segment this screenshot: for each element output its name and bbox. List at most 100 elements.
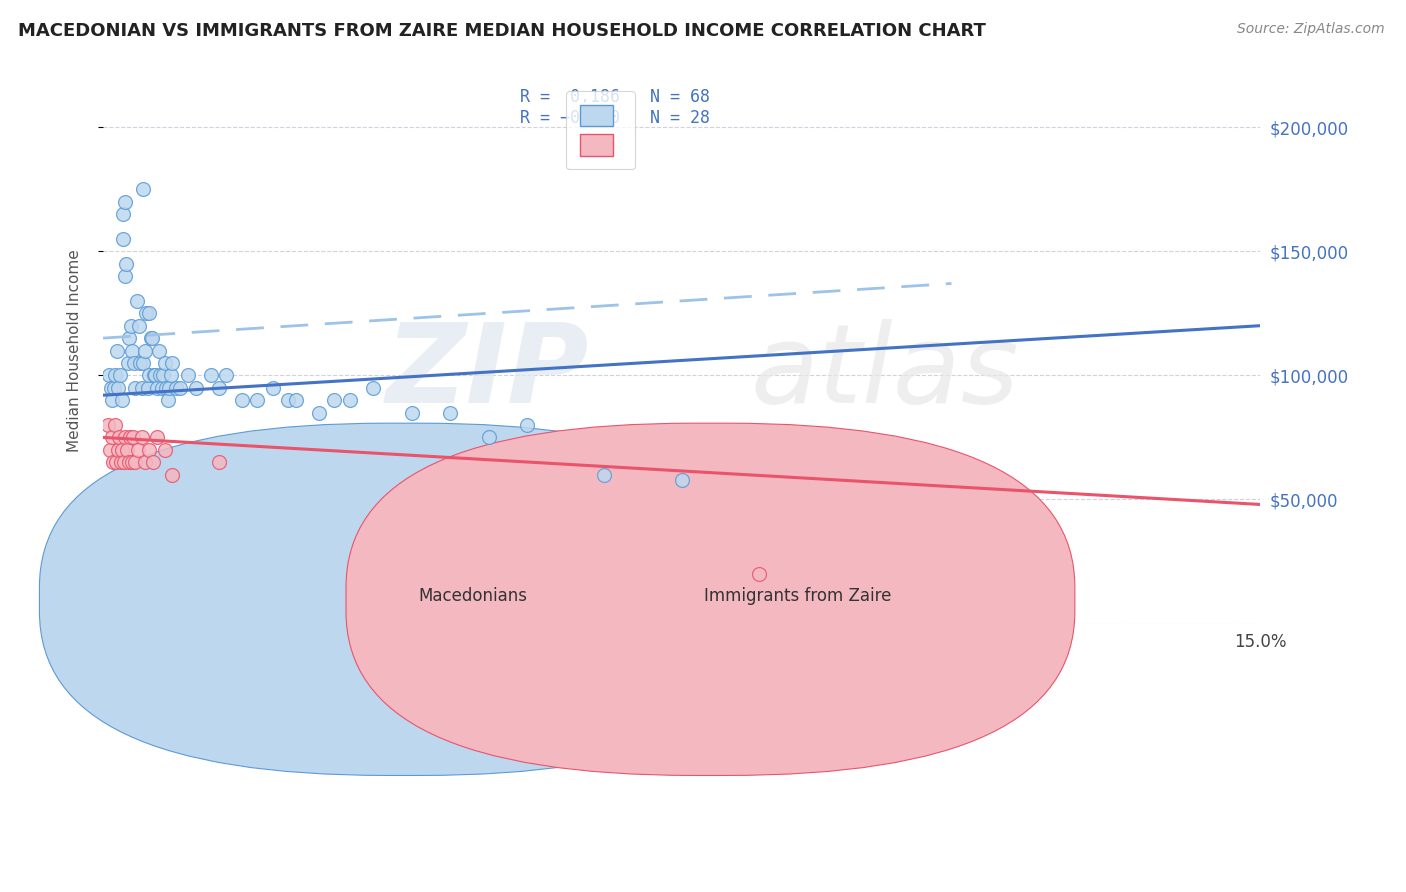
Point xyxy=(138,368,160,383)
Point xyxy=(277,393,299,408)
Point xyxy=(131,381,153,395)
Text: Immigrants from Zaire: Immigrants from Zaire xyxy=(703,587,891,606)
Point xyxy=(152,368,174,383)
Point xyxy=(246,393,269,408)
Point xyxy=(142,368,165,383)
Point xyxy=(128,318,150,333)
Point xyxy=(124,455,146,469)
Point xyxy=(117,356,139,370)
Point xyxy=(108,368,131,383)
Point xyxy=(169,381,191,395)
Point xyxy=(139,331,162,345)
Point xyxy=(145,368,167,383)
Point xyxy=(120,318,142,333)
Point xyxy=(132,182,155,196)
Point xyxy=(97,417,120,432)
Text: Macedonians: Macedonians xyxy=(419,587,527,606)
Point xyxy=(153,356,176,370)
Point xyxy=(138,442,160,457)
Point xyxy=(323,393,346,408)
Point xyxy=(148,343,170,358)
Point xyxy=(108,430,131,444)
FancyBboxPatch shape xyxy=(39,423,768,775)
Point xyxy=(121,455,143,469)
Point xyxy=(231,393,253,408)
Point xyxy=(107,442,129,457)
Point xyxy=(107,381,129,395)
Point xyxy=(134,343,156,358)
Point xyxy=(401,406,423,420)
Point xyxy=(138,306,160,320)
Point xyxy=(671,473,693,487)
Point xyxy=(262,381,284,395)
Point xyxy=(118,331,141,345)
Point xyxy=(136,381,159,395)
Point xyxy=(208,381,231,395)
Point xyxy=(104,417,127,432)
Point xyxy=(142,455,165,469)
Text: Source: ZipAtlas.com: Source: ZipAtlas.com xyxy=(1237,22,1385,37)
Text: atlas: atlas xyxy=(751,318,1019,425)
Text: MACEDONIAN VS IMMIGRANTS FROM ZAIRE MEDIAN HOUSEHOLD INCOME CORRELATION CHART: MACEDONIAN VS IMMIGRANTS FROM ZAIRE MEDI… xyxy=(18,22,986,40)
Point xyxy=(146,430,169,444)
Point xyxy=(122,430,145,444)
Point xyxy=(124,381,146,395)
Point xyxy=(115,257,138,271)
Point xyxy=(122,356,145,370)
Point xyxy=(98,368,121,383)
FancyBboxPatch shape xyxy=(346,423,1074,775)
Point xyxy=(162,467,184,482)
Point xyxy=(177,368,200,383)
Point xyxy=(156,393,179,408)
Point xyxy=(110,455,132,469)
Point xyxy=(112,232,135,246)
Point xyxy=(516,417,538,432)
Point xyxy=(101,393,124,408)
Point xyxy=(127,442,149,457)
Point xyxy=(146,381,169,395)
Point xyxy=(208,455,231,469)
Point xyxy=(150,381,173,395)
Point xyxy=(478,430,501,444)
Point xyxy=(149,368,172,383)
Point xyxy=(141,331,163,345)
Point xyxy=(104,368,127,383)
Point xyxy=(162,356,184,370)
Point xyxy=(135,306,157,320)
Point xyxy=(114,430,136,444)
Point xyxy=(112,207,135,221)
Point xyxy=(117,455,139,469)
Point xyxy=(129,356,152,370)
Point xyxy=(105,343,128,358)
Point xyxy=(155,381,177,395)
Point xyxy=(593,467,616,482)
Point xyxy=(115,442,138,457)
Point xyxy=(200,368,222,383)
Point xyxy=(100,430,122,444)
Point xyxy=(134,455,156,469)
Point xyxy=(111,442,134,457)
Point xyxy=(157,381,180,395)
Point xyxy=(361,381,384,395)
Point xyxy=(284,393,307,408)
Point xyxy=(118,430,141,444)
Point xyxy=(103,381,125,395)
Point xyxy=(153,442,176,457)
Point xyxy=(339,393,361,408)
Point xyxy=(748,566,770,581)
Point xyxy=(160,368,183,383)
Point xyxy=(112,455,135,469)
Text: R =  0.186   N = 68: R = 0.186 N = 68 xyxy=(520,87,710,105)
Point xyxy=(125,293,148,308)
Point xyxy=(114,268,136,283)
Point xyxy=(101,455,124,469)
Point xyxy=(131,430,153,444)
Legend: , : , xyxy=(567,91,634,169)
Point xyxy=(439,406,461,420)
Text: ZIP: ZIP xyxy=(385,318,589,425)
Point xyxy=(308,406,330,420)
Point xyxy=(98,442,121,457)
Y-axis label: Median Household Income: Median Household Income xyxy=(67,249,82,452)
Point xyxy=(184,381,207,395)
Point xyxy=(165,381,187,395)
